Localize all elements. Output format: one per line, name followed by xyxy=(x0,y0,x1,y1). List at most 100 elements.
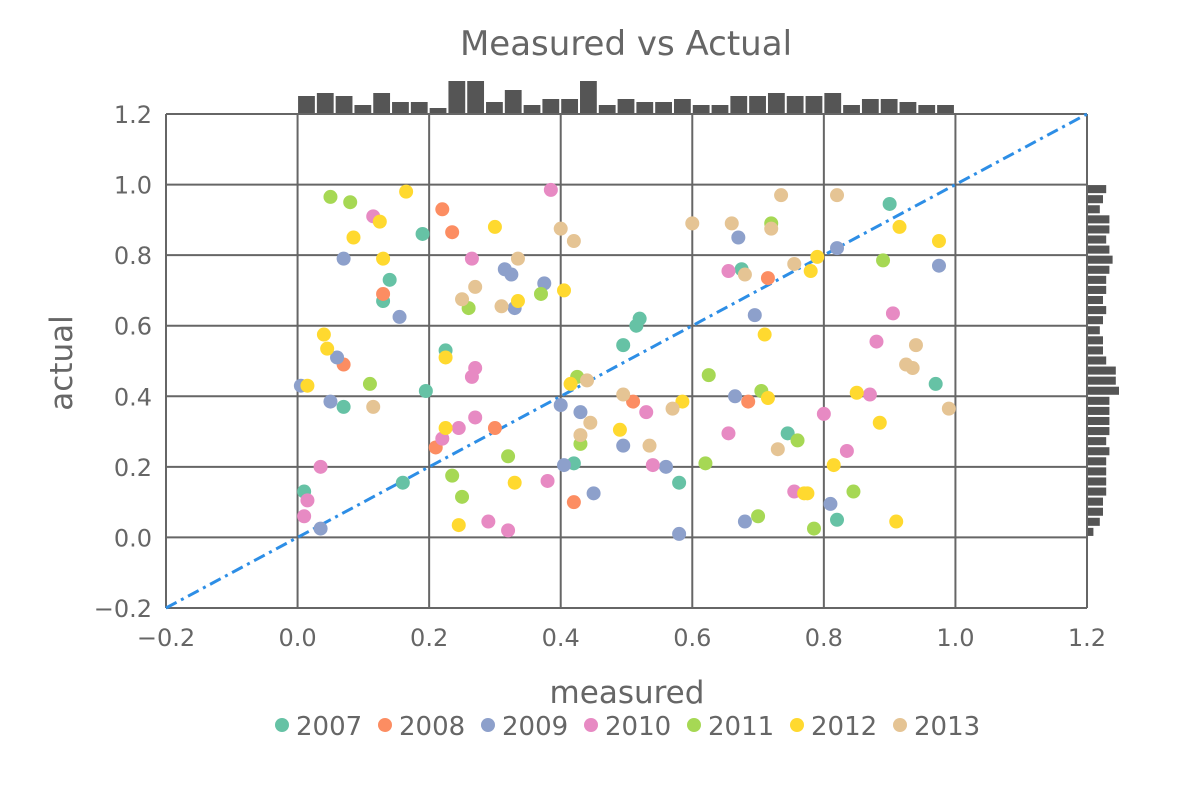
y-histogram-bar xyxy=(1087,396,1110,405)
y-histogram-bar xyxy=(1087,215,1110,224)
data-point xyxy=(724,216,739,231)
data-point xyxy=(665,401,680,416)
chart-title: Measured vs Actual xyxy=(460,24,792,64)
data-point xyxy=(675,394,690,409)
x-histogram-bar xyxy=(692,105,710,114)
data-point xyxy=(616,338,631,353)
data-point xyxy=(468,410,483,425)
x-axis-title: measured xyxy=(550,675,705,711)
data-point xyxy=(537,276,552,291)
data-point xyxy=(455,292,470,307)
x-histogram-bar xyxy=(824,93,842,114)
data-point xyxy=(632,311,647,326)
y-histogram-bar xyxy=(1087,467,1107,476)
data-point xyxy=(737,514,752,529)
data-point xyxy=(908,338,923,353)
x-histogram-bar xyxy=(617,99,635,114)
legend-marker xyxy=(584,718,598,732)
data-point xyxy=(300,493,315,508)
x-histogram-bar xyxy=(429,108,447,114)
data-point xyxy=(616,387,631,402)
x-histogram-bar xyxy=(298,96,315,114)
data-point xyxy=(445,468,460,483)
data-point xyxy=(586,486,601,501)
data-point xyxy=(760,391,775,406)
data-point xyxy=(297,509,312,524)
data-point xyxy=(504,267,519,282)
legend-label: 2012 xyxy=(811,712,877,742)
data-point xyxy=(645,458,660,473)
data-point xyxy=(869,334,884,349)
data-point xyxy=(362,376,377,391)
x-histogram-bar xyxy=(937,105,954,114)
data-point xyxy=(823,496,838,511)
y-tick-label: 0.6 xyxy=(114,313,152,341)
data-point xyxy=(343,195,358,210)
x-histogram-bar xyxy=(486,102,503,114)
data-point xyxy=(642,438,657,453)
data-point xyxy=(889,514,904,529)
data-point xyxy=(566,495,581,510)
y-histogram-bar xyxy=(1087,265,1110,274)
data-point xyxy=(830,512,845,527)
x-tick-label: 1.2 xyxy=(1068,624,1106,652)
y-histogram-bar xyxy=(1087,235,1107,244)
data-point xyxy=(803,264,818,279)
x-histogram-bar xyxy=(598,105,616,114)
data-point xyxy=(366,399,381,414)
data-point xyxy=(892,219,907,234)
legend-marker xyxy=(687,718,701,732)
data-point xyxy=(316,327,331,342)
legend-marker xyxy=(790,718,804,732)
x-histogram-bar xyxy=(918,105,936,114)
data-point xyxy=(573,405,588,420)
data-point xyxy=(787,256,802,271)
data-point xyxy=(501,523,516,538)
y-histogram-bar xyxy=(1087,356,1107,365)
y-histogram-bar xyxy=(1087,306,1107,315)
data-point xyxy=(931,258,946,273)
x-histogram-bar xyxy=(899,102,917,114)
y-histogram-bar xyxy=(1087,245,1110,254)
data-point xyxy=(800,486,815,501)
y-histogram-bar xyxy=(1087,447,1110,456)
y-histogram-bar xyxy=(1087,427,1110,436)
data-point xyxy=(510,251,525,266)
x-tick-label: −0.2 xyxy=(137,624,195,652)
y-tick-label: 0.4 xyxy=(114,383,152,411)
y-histogram-bar xyxy=(1087,406,1110,415)
legend-marker xyxy=(378,718,392,732)
data-point xyxy=(557,458,572,473)
legend-label: 2011 xyxy=(708,712,774,742)
y-histogram-bar xyxy=(1087,437,1107,446)
y-histogram-bar xyxy=(1087,376,1116,385)
data-point xyxy=(553,221,568,236)
x-histogram-bar xyxy=(730,96,748,114)
data-point xyxy=(494,299,509,314)
data-point xyxy=(770,442,785,457)
data-point xyxy=(372,214,387,229)
data-point xyxy=(418,383,433,398)
legend-marker xyxy=(275,718,289,732)
data-point xyxy=(790,433,805,448)
x-histogram-bar xyxy=(561,99,579,114)
data-point xyxy=(721,426,736,441)
y-tick-label: 1.0 xyxy=(114,172,152,200)
y-histogram-bar xyxy=(1087,416,1110,426)
data-point xyxy=(481,514,496,529)
data-point xyxy=(557,283,572,298)
data-point xyxy=(399,184,414,199)
data-point xyxy=(583,415,598,430)
data-point xyxy=(415,226,430,241)
legend-label: 2008 xyxy=(399,712,465,742)
reference-line xyxy=(165,112,1088,610)
x-histogram-bar xyxy=(767,93,785,114)
data-point xyxy=(455,489,470,504)
y-histogram-bar xyxy=(1087,275,1107,284)
data-point xyxy=(468,361,483,376)
legend: 2007 2008 2009 2010 2011 2012 2013 xyxy=(275,712,980,742)
x-histogram-bar xyxy=(786,96,804,114)
data-point xyxy=(487,219,502,234)
x-histogram-bar xyxy=(373,93,391,114)
